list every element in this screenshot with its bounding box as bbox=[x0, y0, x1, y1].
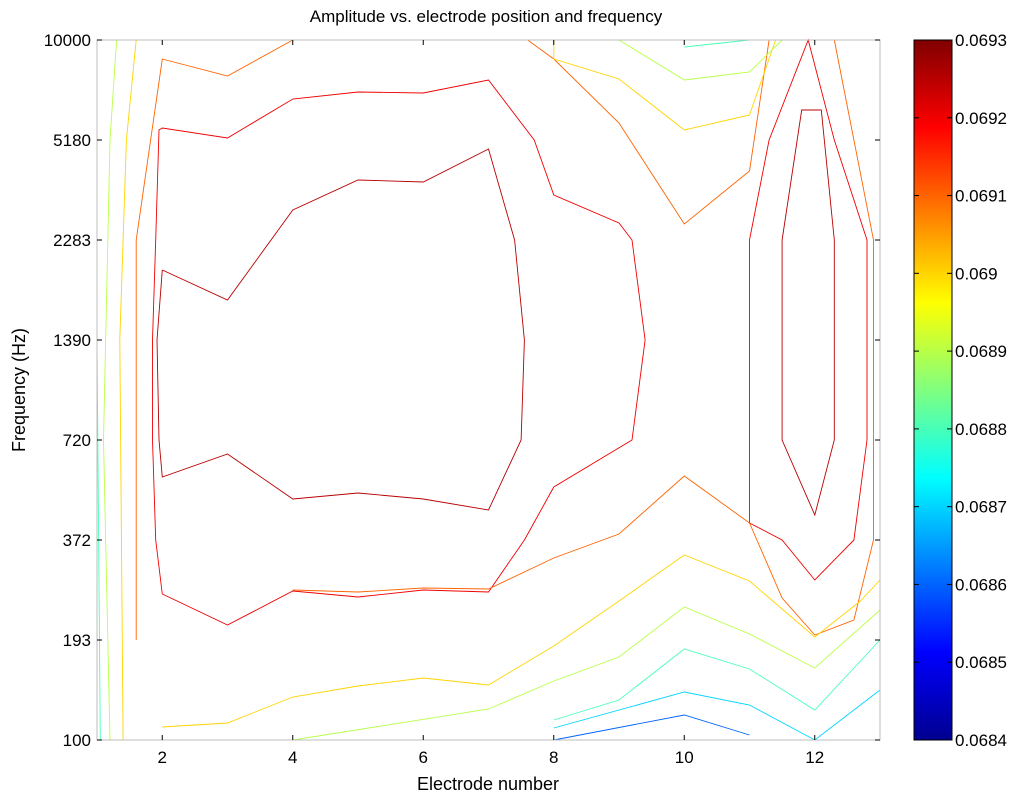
contour-line bbox=[152, 79, 646, 626]
contour-line bbox=[156, 148, 525, 511]
colorbar bbox=[913, 39, 953, 741]
contour-line bbox=[553, 39, 777, 131]
colorbar-tick-label: 0.0689 bbox=[955, 342, 1007, 361]
contour-line bbox=[292, 39, 874, 636]
colorbar-tick-label: 0.0692 bbox=[955, 109, 1007, 128]
y-tick-label: 372 bbox=[63, 531, 91, 550]
x-tick-label: 8 bbox=[549, 748, 558, 767]
contour-line bbox=[553, 689, 881, 741]
chart-title: Amplitude vs. electrode position and fre… bbox=[310, 7, 663, 26]
contour-line bbox=[162, 606, 881, 741]
colorbar-tick-label: 0.0685 bbox=[955, 653, 1007, 672]
colorbar-tick-label: 0.0684 bbox=[955, 731, 1007, 750]
contour-line bbox=[135, 39, 294, 640]
contour-line bbox=[781, 109, 835, 517]
colorbar-tick-label: 0.0691 bbox=[955, 187, 1007, 206]
contour-line bbox=[553, 714, 750, 741]
x-tick-label: 4 bbox=[288, 748, 297, 767]
y-tick-label: 720 bbox=[63, 431, 91, 450]
contour-line bbox=[527, 39, 770, 225]
x-axis-ticks: 2 4 6 8 10 12 bbox=[158, 40, 824, 767]
colorbar-tick-label: 0.0686 bbox=[955, 575, 1007, 594]
y-tick-label: 193 bbox=[63, 631, 91, 650]
x-tick-label: 10 bbox=[675, 748, 694, 767]
x-tick-label: 6 bbox=[419, 748, 428, 767]
plot-area bbox=[97, 40, 880, 740]
x-tick-label: 12 bbox=[805, 748, 824, 767]
y-tick-label: 5180 bbox=[53, 131, 91, 150]
colorbar-tick-label: 0.0687 bbox=[955, 498, 1007, 517]
y-axis-ticks: 100 193 372 720 1390 2283 5180 10000 bbox=[44, 31, 880, 750]
colorbar-tick-label: 0.069 bbox=[955, 264, 998, 283]
contour-line bbox=[553, 639, 881, 721]
contour-line bbox=[684, 39, 750, 48]
colorbar-ticks: 0.0684 0.0685 0.0686 0.0687 0.0688 0.0689 0.06… bbox=[914, 31, 1007, 750]
y-tick-label: 2283 bbox=[53, 231, 91, 250]
y-axis-label: Frequency (Hz) bbox=[9, 328, 29, 452]
x-axis-label: Electrode number bbox=[417, 774, 559, 794]
plot-frame bbox=[96, 39, 881, 741]
y-tick-label: 10000 bbox=[44, 31, 91, 50]
x-tick-label: 2 bbox=[158, 748, 167, 767]
colorbar-tick-label: 0.0693 bbox=[955, 31, 1007, 50]
contour-line bbox=[119, 39, 137, 741]
contour-line bbox=[749, 38, 868, 581]
colorbar-tick-label: 0.0688 bbox=[955, 420, 1007, 439]
contour-line bbox=[618, 39, 783, 81]
contour-line bbox=[162, 554, 881, 728]
y-tick-label: 100 bbox=[63, 731, 91, 750]
y-tick-label: 1390 bbox=[53, 331, 91, 350]
contour-line bbox=[103, 39, 118, 741]
